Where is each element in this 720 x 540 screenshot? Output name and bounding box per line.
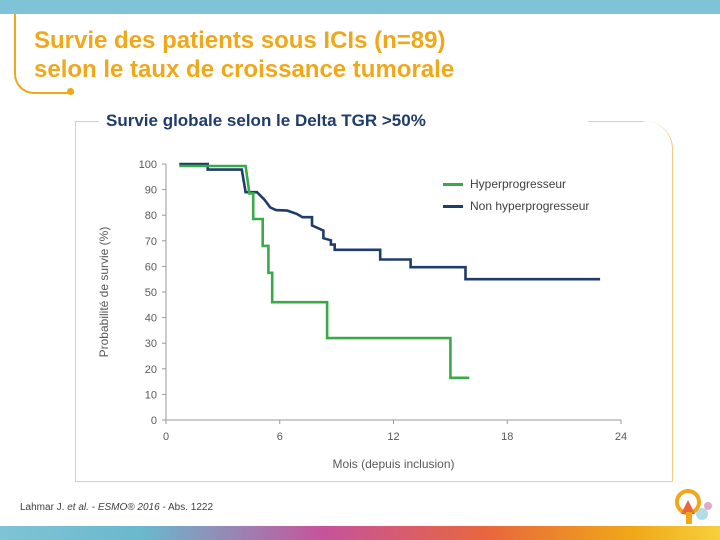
y-tick-label: 80 bbox=[145, 210, 157, 222]
legend-label-non-hyperprogresseur: Non hyperprogresseur bbox=[470, 199, 590, 213]
citation: Lahmar J. et al. - ESMO® 2016 - Abs. 122… bbox=[20, 502, 213, 513]
x-tick-label: 0 bbox=[163, 431, 169, 443]
bottom-color-bar bbox=[0, 526, 720, 540]
slide-title-line-2: selon le taux de croissance tumorale bbox=[34, 56, 455, 83]
legend-item-hyperprogresseur: Hyperprogresseur bbox=[443, 177, 566, 191]
x-tick-label: 6 bbox=[277, 431, 283, 443]
chart-frame-top-left-edge bbox=[75, 121, 99, 122]
citation-journal: ESMO® 2016 bbox=[97, 502, 160, 513]
y-axis-label: Probabilité de survie (%) bbox=[97, 227, 111, 358]
y-tick-label: 0 bbox=[151, 415, 157, 427]
y-tick-label: 40 bbox=[145, 313, 157, 325]
y-tick-label: 100 bbox=[139, 159, 157, 171]
x-tick-label: 12 bbox=[387, 431, 399, 443]
y-tick-label: 60 bbox=[145, 261, 157, 273]
citation-etal: et al. bbox=[67, 502, 89, 513]
y-tick-label: 90 bbox=[145, 185, 157, 197]
y-tick-label: 20 bbox=[145, 364, 157, 376]
y-tick-label: 50 bbox=[145, 287, 157, 299]
legend-label-hyperprogresseur: Hyperprogresseur bbox=[470, 177, 567, 191]
citation-separator-1: - bbox=[88, 502, 98, 513]
x-tick-label: 24 bbox=[615, 431, 627, 443]
slide-title: Survie des patients sous ICIs (n=89) sel… bbox=[34, 26, 454, 84]
x-axis-label: Mois (depuis inclusion) bbox=[332, 457, 454, 471]
y-tick-label: 10 bbox=[145, 389, 157, 401]
legend-swatch-non-hyperprogresseur bbox=[443, 204, 463, 208]
title-bracket-decoration bbox=[14, 14, 74, 94]
x-tick-label: 18 bbox=[501, 431, 513, 443]
top-color-bar bbox=[0, 0, 720, 14]
chart-frame-top-right-edge bbox=[588, 121, 644, 122]
chart-title: Survie globale selon le Delta TGR >50% bbox=[106, 111, 426, 130]
conference-logo bbox=[675, 489, 712, 524]
legend-item-non-hyperprogresseur: Non hyperprogresseur bbox=[443, 199, 589, 213]
title-bracket-dot bbox=[67, 88, 74, 95]
series-line-hyperprogresseur bbox=[179, 164, 470, 380]
citation-abstract: - Abs. 1222 bbox=[159, 502, 214, 513]
citation-authors: Lahmar J. bbox=[20, 502, 65, 513]
slide-title-line-1: Survie des patients sous ICIs (n=89) bbox=[34, 27, 446, 54]
y-tick-label: 30 bbox=[145, 338, 157, 350]
legend-swatch-hyperprogresseur bbox=[443, 182, 463, 186]
chart-frame bbox=[75, 121, 673, 482]
y-tick-label: 70 bbox=[145, 236, 157, 248]
